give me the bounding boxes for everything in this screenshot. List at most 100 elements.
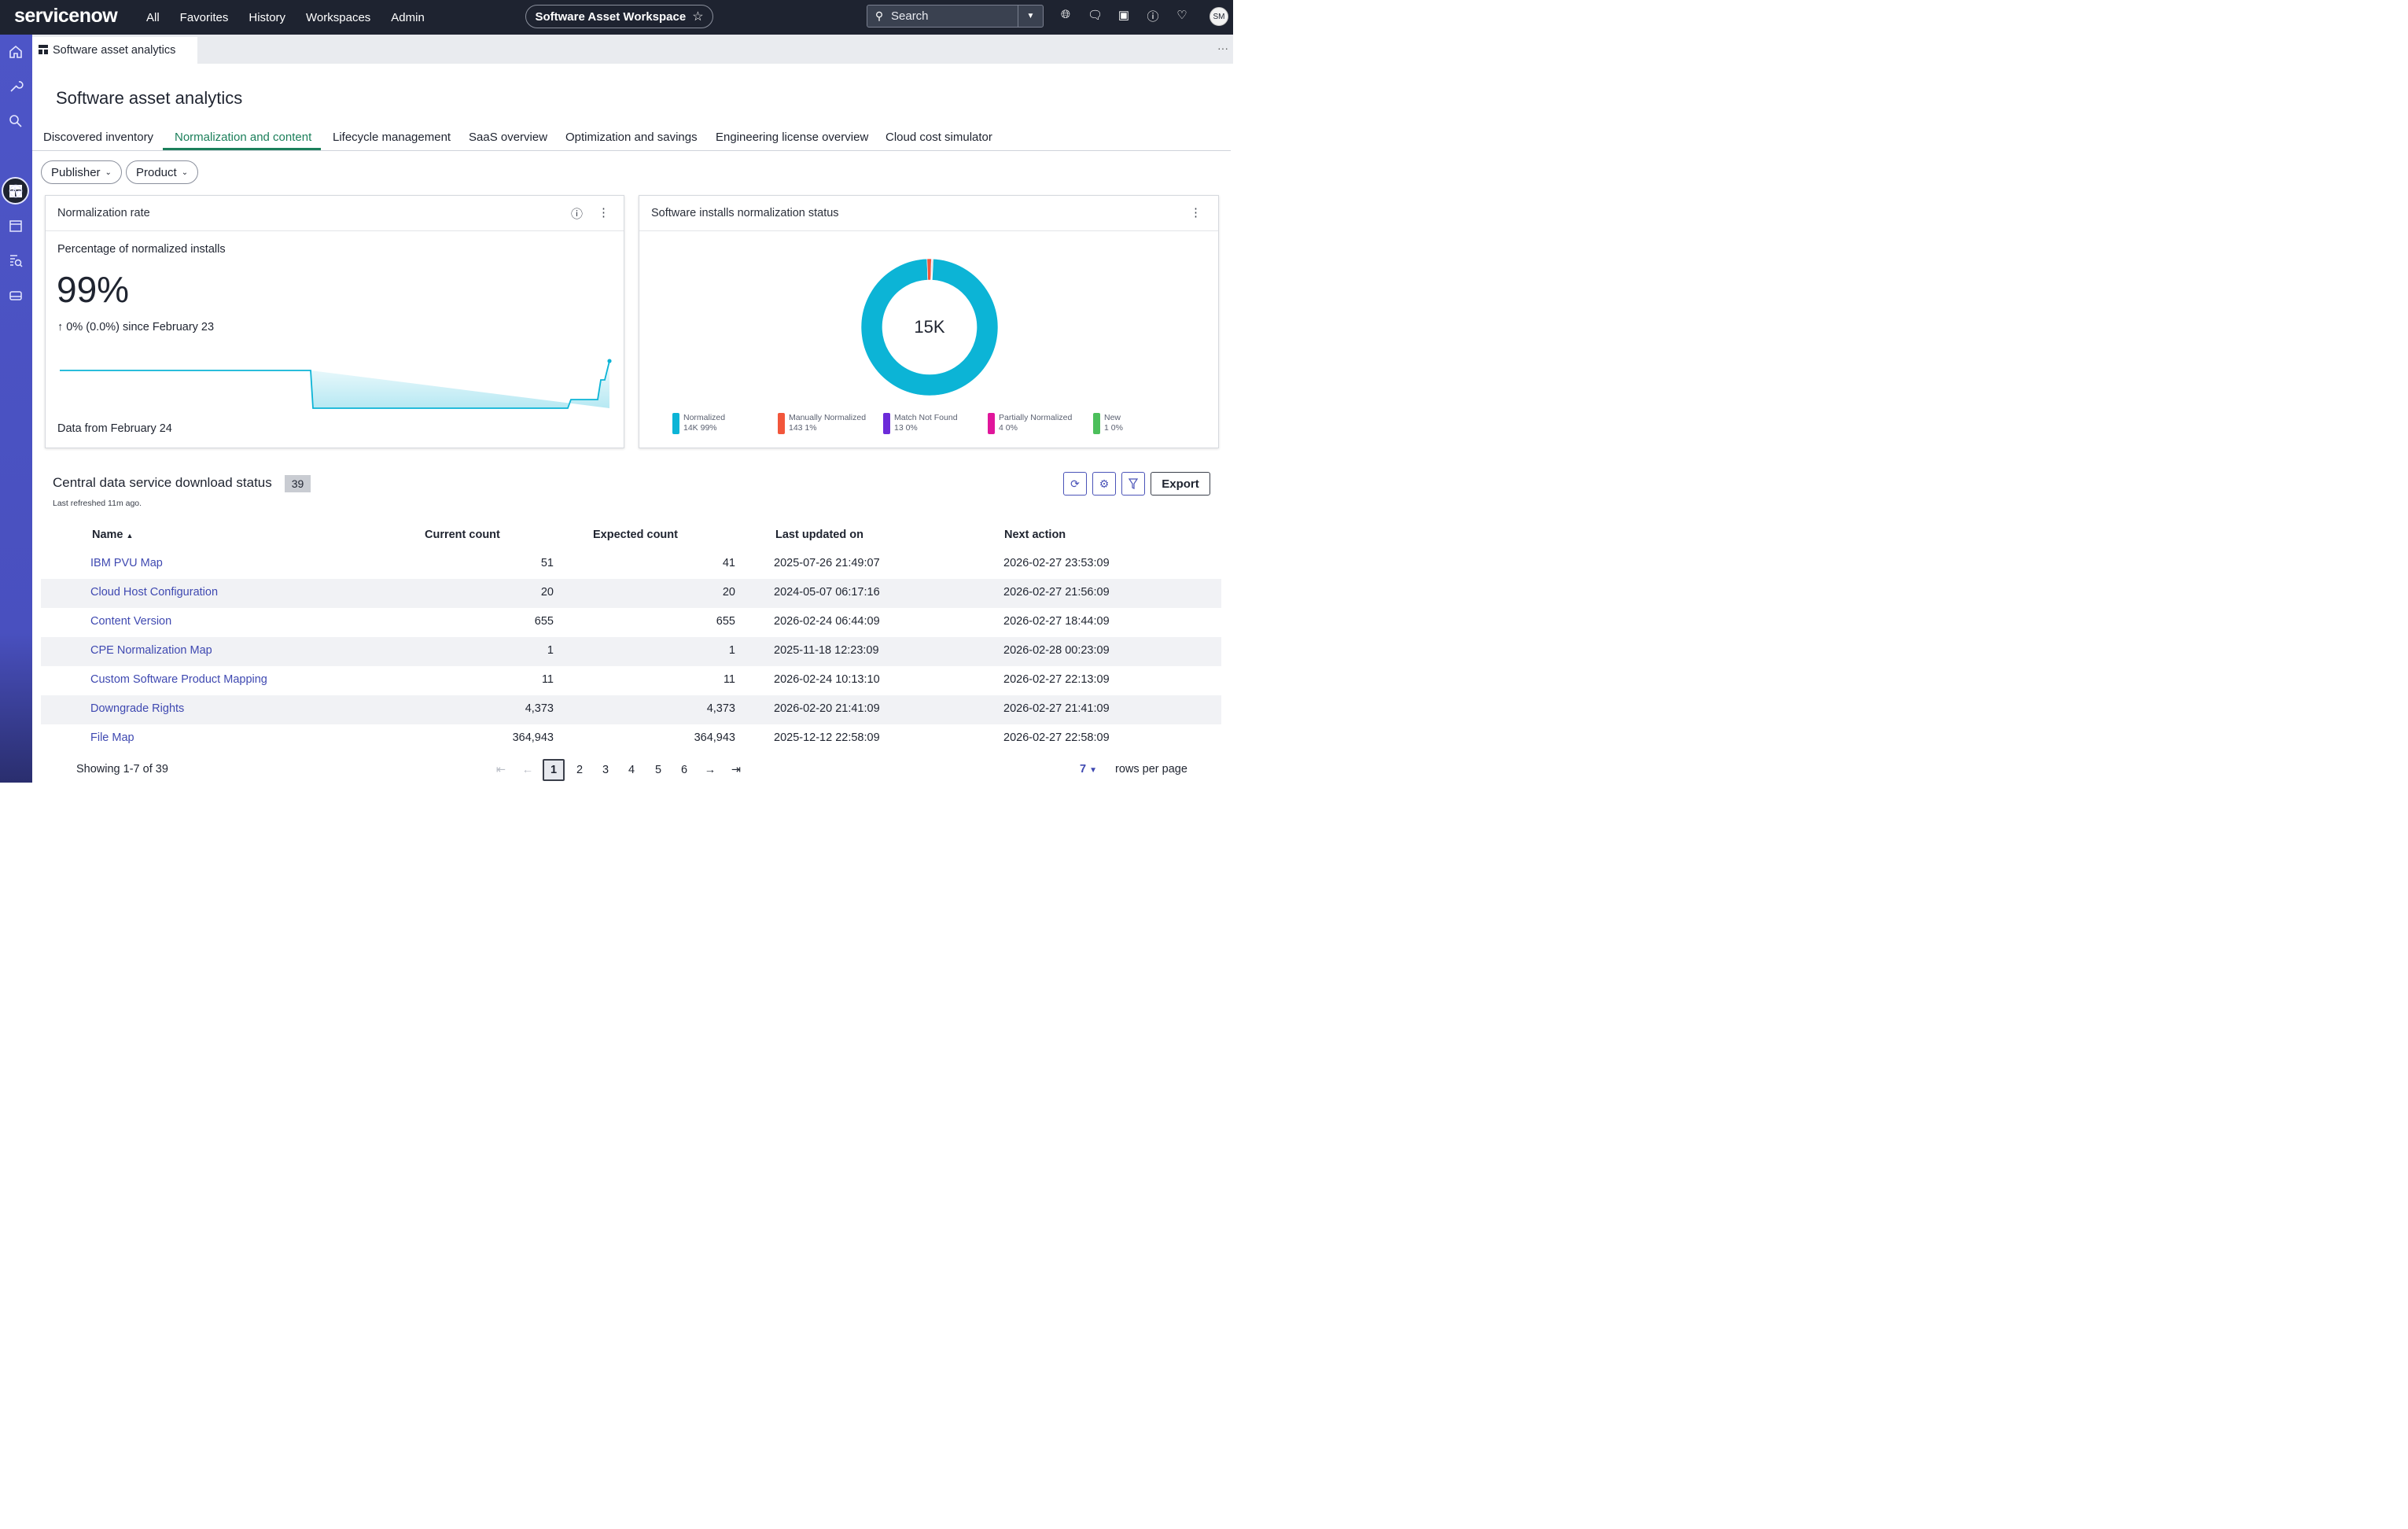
legend-normalized[interactable]: Normalized 14K 99% [672,413,725,434]
search-input[interactable]: Search [891,9,929,23]
analytics-tabs: Discovered inventory Normalization and c… [32,126,1231,151]
column-header-expected-count[interactable]: Expected count [593,529,678,541]
legend-text: New 1 0% [1104,413,1123,434]
tab-discovered-inventory[interactable]: Discovered inventory [43,131,154,144]
legend-text: Manually Normalized 143 1% [789,413,866,434]
activity-icon[interactable] [6,181,26,201]
column-header-next-action[interactable]: Next action [1004,529,1066,541]
nav-all[interactable]: All [146,10,160,24]
help-icon[interactable]: ⓘ [1147,10,1159,24]
row-name-link[interactable]: IBM PVU Map [90,557,163,569]
tab-software-asset-analytics[interactable]: Software asset analytics [32,37,197,64]
donut-slice-normalized[interactable] [860,258,999,396]
tab-cloud-cost-simulator[interactable]: Cloud cost simulator [886,131,992,144]
last-page-icon[interactable]: ⇥ [731,764,742,776]
info-icon[interactable]: ⓘ [571,208,584,221]
column-header-current-count[interactable]: Current count [425,529,500,541]
screen-icon[interactable]: ▣ [1117,9,1130,22]
settings-button[interactable]: ⚙︎ [1092,472,1116,496]
table-row[interactable]: CPE Normalization Map 1 1 2025-11-18 12:… [41,637,1221,666]
filter-button[interactable] [1121,472,1145,496]
nav-workspaces[interactable]: Workspaces [306,10,371,24]
row-name-link[interactable]: CPE Normalization Map [90,644,212,657]
table-row[interactable]: Cloud Host Configuration 20 20 2024-05-0… [41,579,1221,608]
legend-label: Manually Normalized [789,413,867,422]
column-header-name[interactable]: Name ▲ [92,529,133,541]
export-button[interactable]: Export [1151,472,1210,496]
kebab-menu-icon[interactable]: ⋮ [598,206,609,219]
nav-history[interactable]: History [249,10,286,24]
first-page-icon[interactable]: ⇤ [495,764,506,776]
table-row[interactable]: Downgrade Rights 4,373 4,373 2026-02-20 … [41,695,1221,724]
row-expected-count: 655 [716,615,735,628]
rows-per-page-select[interactable]: 7 ▼ [1080,763,1097,776]
publisher-filter[interactable]: Publisher ⌄ [41,160,122,184]
search-tag-icon[interactable] [6,111,26,131]
storage-icon[interactable] [6,286,26,306]
workspace-selector[interactable]: Software Asset Workspace ☆ [525,5,713,28]
page-4-button[interactable]: 4 [628,764,635,776]
page-2-button[interactable]: 2 [576,764,584,776]
row-expected-count: 20 [722,586,735,599]
row-current-count: 364,943 [512,731,554,744]
table-row[interactable]: Custom Software Product Mapping 11 11 20… [41,666,1221,695]
more-options-icon[interactable]: ··· [1217,42,1228,54]
row-current-count: 655 [534,615,554,628]
row-current-count: 1 [547,644,554,657]
calendar-icon[interactable] [6,216,26,236]
tab-saas-overview[interactable]: SaaS overview [469,131,548,144]
tab-engineering-license-overview[interactable]: Engineering license overview [716,131,869,144]
row-last-updated: 2025-12-12 22:58:09 [774,731,880,744]
bell-icon[interactable]: ♡ [1176,9,1187,22]
kebab-menu-icon[interactable]: ⋮ [1190,206,1202,219]
tab-optimization-and-savings[interactable]: Optimization and savings [565,131,698,144]
servicenow-logo[interactable]: servicenow [14,5,118,27]
nav-admin[interactable]: Admin [391,10,425,24]
favorite-star-icon[interactable]: ☆ [692,10,704,24]
next-page-icon[interactable]: → [704,764,716,776]
donut-slice-new[interactable] [931,258,934,281]
legend-text: Partially Normalized 4 0% [999,413,1072,434]
legend-swatch [1093,413,1100,434]
legend-match-not-found[interactable]: Match Not Found 13 0% [883,413,958,434]
legend-text: Match Not Found 13 0% [894,413,958,434]
product-filter[interactable]: Product ⌄ [126,160,199,184]
tab-lifecycle-management[interactable]: Lifecycle management [333,131,451,144]
wrench-icon[interactable] [6,76,26,97]
previous-page-icon[interactable]: ← [521,764,534,776]
search-scope-dropdown[interactable]: ▼ [1018,6,1043,27]
table-row[interactable]: IBM PVU Map 51 41 2025-07-26 21:49:07 20… [41,550,1221,579]
row-name-link[interactable]: Cloud Host Configuration [90,586,219,599]
page-title: Software asset analytics [56,88,243,108]
table-row[interactable]: File Map 364,943 364,943 2025-12-12 22:5… [41,724,1221,753]
tab-normalization-and-content[interactable]: Normalization and content [175,131,312,144]
nav-favorites[interactable]: Favorites [179,10,229,24]
chat-icon[interactable]: 🗨︎ [1088,9,1103,22]
report-search-icon[interactable] [6,251,26,271]
row-next-action: 2026-02-27 23:53:09 [1003,557,1110,569]
workspace-name: Software Asset Workspace [535,9,687,24]
row-name-link[interactable]: Downgrade Rights [90,702,185,715]
column-header-last-updated[interactable]: Last updated on [775,529,863,541]
home-icon[interactable] [6,42,26,62]
table-row[interactable]: Content Version 655 655 2026-02-24 06:44… [41,608,1221,637]
row-next-action: 2026-02-27 21:41:09 [1003,702,1110,715]
global-search[interactable]: ⚲ Search ▼ [867,5,1044,28]
legend-manually-normalized[interactable]: Manually Normalized 143 1% [778,413,866,434]
refresh-button[interactable]: ⟳ [1063,472,1087,496]
row-name-link[interactable]: Content Version [90,615,172,628]
arrow-up-icon: ↑ [57,321,64,333]
row-name-link[interactable]: File Map [90,731,134,744]
page-5-button[interactable]: 5 [654,764,662,776]
legend-partially-normalized[interactable]: Partially Normalized 4 0% [988,413,1072,434]
page-1-button[interactable]: 1 [543,759,565,781]
row-last-updated: 2025-11-18 12:23:09 [774,644,879,657]
dashboard-icon[interactable] [2,177,29,204]
legend-new[interactable]: New 1 0% [1093,413,1123,434]
row-name-link[interactable]: Custom Software Product Mapping [90,673,267,686]
page-3-button[interactable]: 3 [602,764,609,776]
globe-icon[interactable]: 🌐︎ [1060,8,1070,21]
normalization-sparkline [60,359,612,409]
user-avatar[interactable]: SM [1210,7,1228,26]
page-6-button[interactable]: 6 [680,764,688,776]
